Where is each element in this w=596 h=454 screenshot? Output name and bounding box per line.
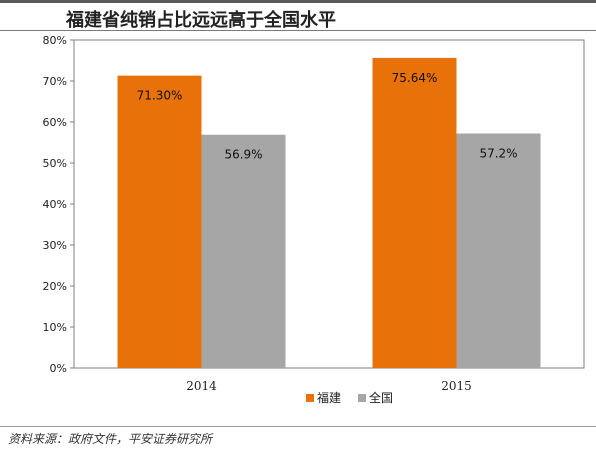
- source-note: 资料来源：政府文件，平安证券研究所: [8, 432, 213, 446]
- legend-swatch: [358, 394, 366, 402]
- y-tick-label: 80%: [43, 34, 67, 47]
- legend-swatch: [306, 394, 314, 402]
- chart-title: 福建省纯销占比远远高于全国水平: [66, 10, 336, 31]
- x-category-label: 2015: [441, 379, 472, 393]
- legend-label: 全国: [369, 390, 393, 405]
- legend-label: 福建: [317, 390, 341, 405]
- y-tick-label: 50%: [43, 157, 67, 170]
- bar-福建-2015: [372, 57, 457, 368]
- x-category-label: 2014: [186, 379, 217, 393]
- bar-全国-2015: [456, 133, 541, 368]
- y-tick-label: 30%: [43, 239, 67, 252]
- data-label: 57.2%: [479, 146, 517, 160]
- bar-福建-2014: [117, 75, 202, 369]
- y-tick-label: 60%: [43, 116, 67, 129]
- y-tick-label: 20%: [43, 280, 67, 293]
- data-label: 56.9%: [224, 148, 262, 162]
- data-label: 75.64%: [392, 71, 438, 85]
- top-rule: [0, 0, 596, 3]
- bottom-rule: [0, 426, 596, 427]
- title-rule: [0, 30, 596, 31]
- y-tick-label: 10%: [43, 321, 67, 334]
- bar-全国-2014: [201, 134, 286, 368]
- y-tick-label: 0%: [50, 362, 67, 375]
- data-label: 71.30%: [137, 89, 183, 103]
- y-tick-label: 40%: [43, 198, 67, 211]
- y-tick-label: 70%: [43, 75, 67, 88]
